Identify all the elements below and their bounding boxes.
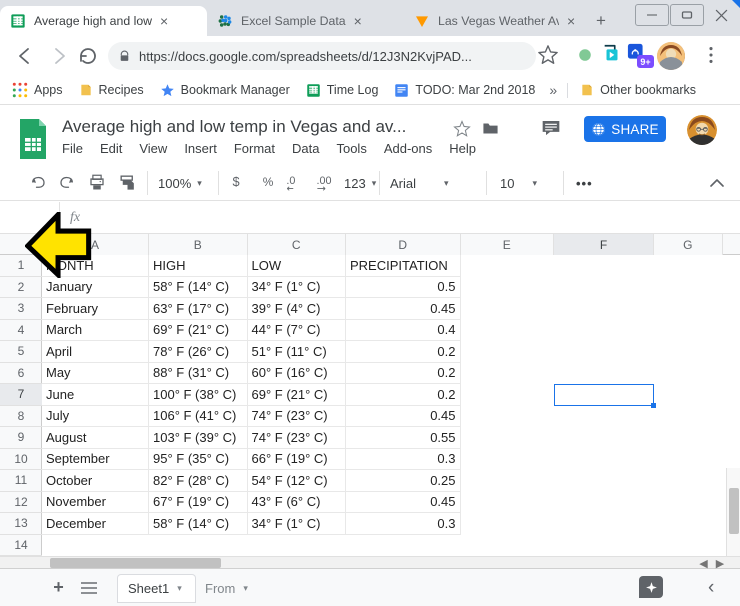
svg-text:%: %	[263, 175, 274, 189]
svg-text:$: $	[233, 174, 240, 189]
svg-text:.00: .00	[317, 175, 332, 187]
svg-text:.0: .0	[286, 175, 295, 187]
